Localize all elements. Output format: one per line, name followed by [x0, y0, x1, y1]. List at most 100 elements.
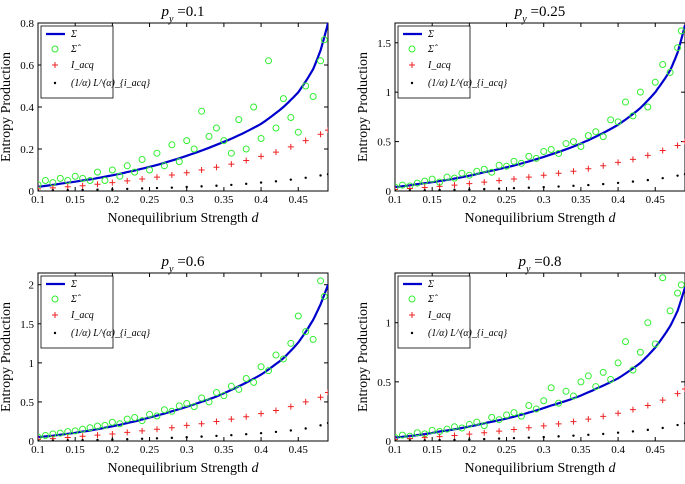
loss-point	[215, 184, 218, 187]
legend-sigma-hat-swatch	[51, 295, 59, 303]
sigma-hat-point	[101, 177, 109, 184]
loss-point	[304, 427, 307, 430]
sigma-hat-point	[123, 415, 131, 423]
sigma-hat-point	[38, 433, 42, 441]
iacq-point	[585, 165, 592, 172]
y-tick-label: 0.4	[20, 102, 34, 114]
sigma-hat-point	[279, 355, 287, 363]
x-tick-label: 0.35	[571, 444, 591, 456]
sigma-hat-point	[510, 157, 518, 165]
sigma-hat-point	[651, 78, 659, 86]
sigma-hat-point	[503, 411, 511, 419]
y-tick-label: 0.8	[20, 18, 34, 30]
iacq-point	[682, 385, 685, 392]
x-axis-label: Nonequilibrium Strength d	[108, 461, 260, 476]
iacq-point	[38, 436, 41, 441]
iacq-point	[629, 406, 636, 413]
x-tick-label: 0.45	[646, 444, 666, 456]
sigma-hat-point	[79, 174, 87, 182]
loss-point	[616, 431, 620, 434]
legend-box	[40, 275, 114, 349]
x-tick-label: 0.2	[462, 194, 476, 206]
legend-label: Σ	[427, 279, 434, 290]
x-tick-label: 0.3	[537, 194, 551, 206]
sigma-hat-point	[569, 392, 577, 400]
iacq-point	[198, 167, 205, 173]
loss-point	[126, 438, 129, 441]
x-tick-label: 0.45	[646, 194, 666, 206]
legend-label: Σ̂	[427, 294, 438, 305]
loss-point	[497, 437, 501, 440]
sigma-hat-point	[309, 93, 317, 100]
sigma-hat-point	[146, 166, 154, 174]
series-group	[395, 274, 685, 441]
sigma-hat-point	[183, 137, 191, 145]
iacq-point	[481, 179, 488, 186]
sigma-hat-point	[555, 399, 563, 407]
sigma-hat-point	[577, 378, 585, 386]
iacq-point	[228, 161, 235, 168]
chart-title: py =0.1	[161, 4, 205, 25]
x-axis-label: Nonequilibrium Strength d	[108, 211, 260, 226]
sigma-hat-point	[592, 383, 600, 391]
legend-loss-swatch	[410, 331, 414, 335]
iacq-point	[600, 162, 607, 169]
iacq-point	[153, 174, 160, 181]
iacq-point	[555, 420, 562, 427]
sigma-hat-point	[265, 367, 273, 375]
sigma-hat-point	[614, 118, 622, 126]
sigma-hat-point	[532, 154, 540, 162]
loss-point	[438, 188, 441, 191]
x-tick-label: 0.2	[105, 444, 119, 456]
series-sigma-line	[38, 23, 328, 188]
iacq-point	[510, 175, 517, 182]
sigma-hat-point	[395, 183, 399, 191]
x-tick-label: 0.1	[388, 444, 402, 456]
x-tick-label: 0.3	[180, 444, 194, 456]
legend-loss-swatch	[53, 331, 57, 335]
sigma-hat-point	[659, 61, 667, 69]
x-tick-label: 0.45	[289, 444, 309, 456]
sigma-hat-point	[131, 168, 139, 176]
legend-iacq-swatch	[52, 312, 58, 318]
iacq-point	[317, 131, 324, 138]
loss-point	[438, 438, 441, 441]
sigma-hat-point	[86, 177, 94, 184]
x-tick-label: 0.4	[254, 444, 268, 456]
loss-point	[170, 186, 174, 189]
y-axis-label: Entropy Production	[356, 302, 371, 412]
loss-point	[661, 426, 664, 430]
iacq-point	[258, 153, 265, 160]
loss-point	[326, 421, 328, 425]
loss-point	[423, 189, 426, 191]
sigma-hat-point	[309, 335, 317, 343]
loss-point	[542, 435, 545, 439]
y-tick-label: 1.5	[377, 38, 391, 50]
loss-point	[185, 185, 188, 189]
iacq-point	[540, 172, 547, 179]
sigma-hat-point	[443, 173, 451, 181]
sigma-hat-point	[302, 82, 310, 90]
sigma-hat-point	[577, 143, 585, 151]
sigma-hat-point	[317, 277, 325, 285]
loss-point	[557, 435, 560, 438]
y-tick-label: 0	[29, 186, 35, 198]
sigma-hat-point	[584, 372, 592, 380]
y-tick-label: 2	[29, 280, 35, 292]
iacq-point	[466, 431, 473, 438]
loss-point	[602, 182, 605, 186]
iacq-point	[213, 418, 220, 425]
y-tick-label: 0.2	[20, 144, 34, 156]
sigma-hat-point	[666, 307, 674, 315]
x-tick-label: 0.15	[66, 444, 86, 456]
sigma-hat-point	[488, 413, 496, 421]
sigma-hat-point	[198, 107, 206, 115]
loss-point	[140, 437, 144, 441]
loss-point	[66, 188, 69, 191]
iacq-point	[674, 142, 681, 149]
sigma-hat-point	[659, 274, 667, 282]
loss-point	[319, 174, 322, 177]
sigma-hat-point	[458, 169, 466, 177]
sigma-hat-point	[622, 338, 630, 346]
sigma-hat-point	[205, 132, 213, 140]
